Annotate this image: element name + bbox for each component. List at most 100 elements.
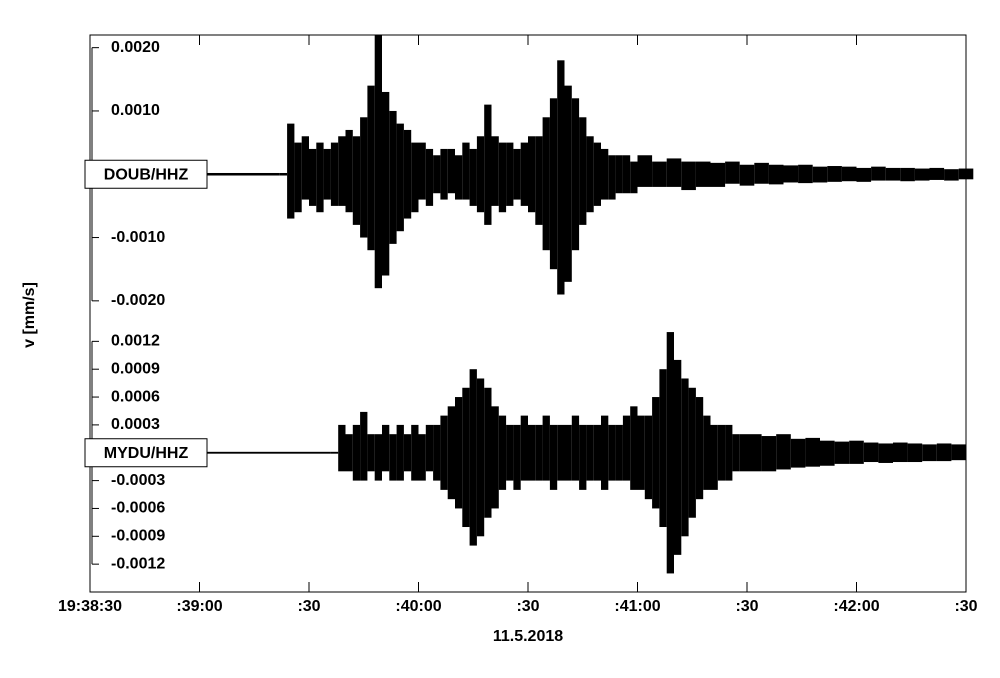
waveform-segment [652,397,660,509]
waveform-segment [790,438,806,468]
waveform-segment [579,117,587,225]
waveform-segment [674,359,682,555]
waveform-segment [469,148,477,206]
waveform-segment [914,168,930,181]
waveform-segment [396,123,404,232]
y-tick-label: -0.0003 [111,472,165,489]
waveform-segment [863,442,879,463]
waveform-segment [747,434,762,472]
waveform-segment [542,415,550,481]
waveform-segment [352,424,361,481]
waveform-segment [630,406,638,490]
waveform-segment [681,161,696,191]
waveform-segment [615,424,623,481]
waveform-segment [418,434,426,481]
x-tick-label: :30 [954,598,977,615]
waveform-segment [564,424,572,481]
waveform-segment [630,161,638,194]
waveform-segment [513,148,521,200]
waveform-segment [739,434,747,472]
waveform-segment [455,155,463,200]
waveform-segment [659,369,667,528]
waveform-segment [768,164,784,185]
waveform-segment [287,123,295,219]
waveform-segment [951,444,966,461]
y-tick-label: -0.0006 [111,500,165,517]
waveform-segment [907,443,923,463]
waveform-segment [440,148,448,200]
station-box [84,159,208,189]
waveform-segment [498,142,507,213]
waveform-segment [447,406,455,500]
waveform-segment [360,411,368,481]
waveform-segment [469,369,477,546]
waveform-segment [476,378,485,537]
waveform-segment [374,434,382,481]
waveform-segment [484,104,492,225]
waveform-segment [513,424,521,490]
waveform-segment [725,161,740,184]
waveform-segment [586,136,594,213]
waveform-segment [549,98,558,270]
waveform-segment [732,434,740,472]
waveform-segment [549,424,558,490]
waveform-segment [330,142,339,206]
x-tick-label: :42:00 [833,598,879,615]
waveform-segment [323,148,331,200]
waveform-segment [652,161,667,187]
waveform-segment [586,424,594,481]
waveform-segment [294,142,302,213]
waveform-segment [900,167,915,182]
station-box [84,438,208,468]
waveform-segment [593,424,601,481]
waveform-segment [360,117,368,238]
waveform-segment [557,424,565,481]
waveform-segment [798,164,813,184]
waveform-segment [411,424,419,481]
y-tick-label: -0.0012 [111,555,165,572]
waveform-segment [389,110,397,244]
x-tick-label: :30 [297,598,320,615]
waveform-segment [301,136,309,200]
waveform-segment [856,167,872,182]
waveform-segment [754,162,769,184]
waveform-segment [338,424,346,472]
waveform-segment [440,415,448,490]
x-tick-label: :30 [735,598,758,615]
waveform-segment [761,436,777,472]
y-tick-label: 0.0003 [111,416,160,433]
x-axis-label: 11.5.2018 [493,628,563,645]
waveform-segment [316,142,324,213]
waveform-segment [615,155,623,194]
waveform-segment [695,161,711,187]
waveform-segment [528,424,536,481]
waveform-segment [958,168,974,180]
waveform-segment [520,142,528,206]
waveform-segment [703,415,711,490]
waveform-segment [622,415,631,481]
plot-frame [89,34,967,593]
waveform-segment [389,434,397,481]
waveform-segment [564,85,572,282]
x-tick-label: :39:00 [176,598,222,615]
waveform-segment [871,166,886,181]
waveform-segment [571,98,580,251]
waveform-segment [279,172,288,176]
waveform-segment [666,332,674,574]
waveform-segment [433,155,441,194]
waveform-segment [571,415,580,481]
waveform-segment [367,434,375,472]
waveform-segment [622,155,631,194]
waveform-segment [936,443,952,462]
station-label: DOUB/HHZ [104,166,189,183]
waveform-segment [688,387,696,518]
waveform-segment [601,415,609,490]
waveform-segment [352,136,361,225]
waveform-segment [776,434,791,470]
y-tick-label: -0.0010 [111,229,165,246]
waveform-segment [849,440,864,464]
waveform-segment [695,397,704,500]
waveform-segment [644,415,653,500]
waveform-segment [739,164,755,186]
y-tick-label: 0.0020 [111,39,160,56]
